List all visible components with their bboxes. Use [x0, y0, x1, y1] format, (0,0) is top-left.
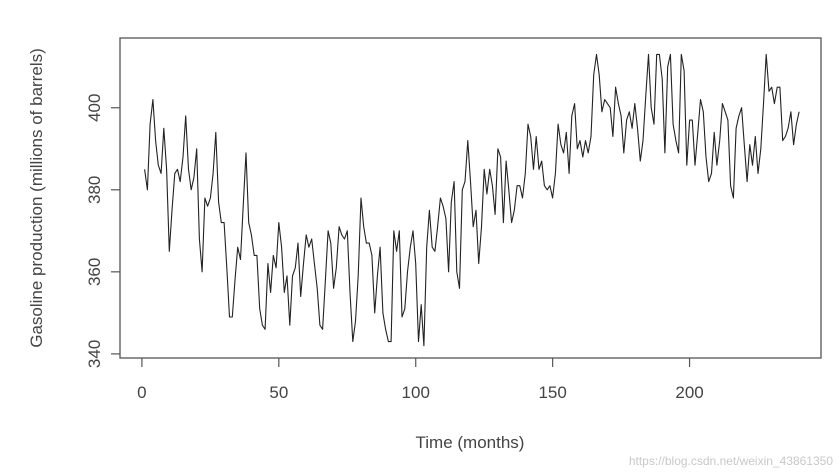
- x-tick-label: 0: [137, 383, 146, 402]
- series-line: [144, 53, 800, 347]
- y-axis-title: Gasoline production (millions of barrels…: [27, 48, 46, 348]
- y-tick-label: 400: [85, 94, 104, 122]
- x-axis-title: Time (months): [416, 433, 525, 452]
- x-tick-label: 200: [675, 383, 703, 402]
- y-tick-label: 360: [85, 258, 104, 286]
- y-tick-label: 380: [85, 176, 104, 204]
- x-tick-label: 50: [269, 383, 288, 402]
- x-axis: 0 50 100 150 200: [137, 358, 704, 402]
- x-tick-label: 150: [538, 383, 566, 402]
- y-tick-label: 340: [85, 340, 104, 368]
- plot-frame: [119, 37, 822, 359]
- y-axis: 340 360 380 400: [85, 94, 120, 368]
- watermark-text: https://blog.csdn.net/weixin_43861350: [628, 454, 833, 468]
- x-tick-label: 100: [402, 383, 430, 402]
